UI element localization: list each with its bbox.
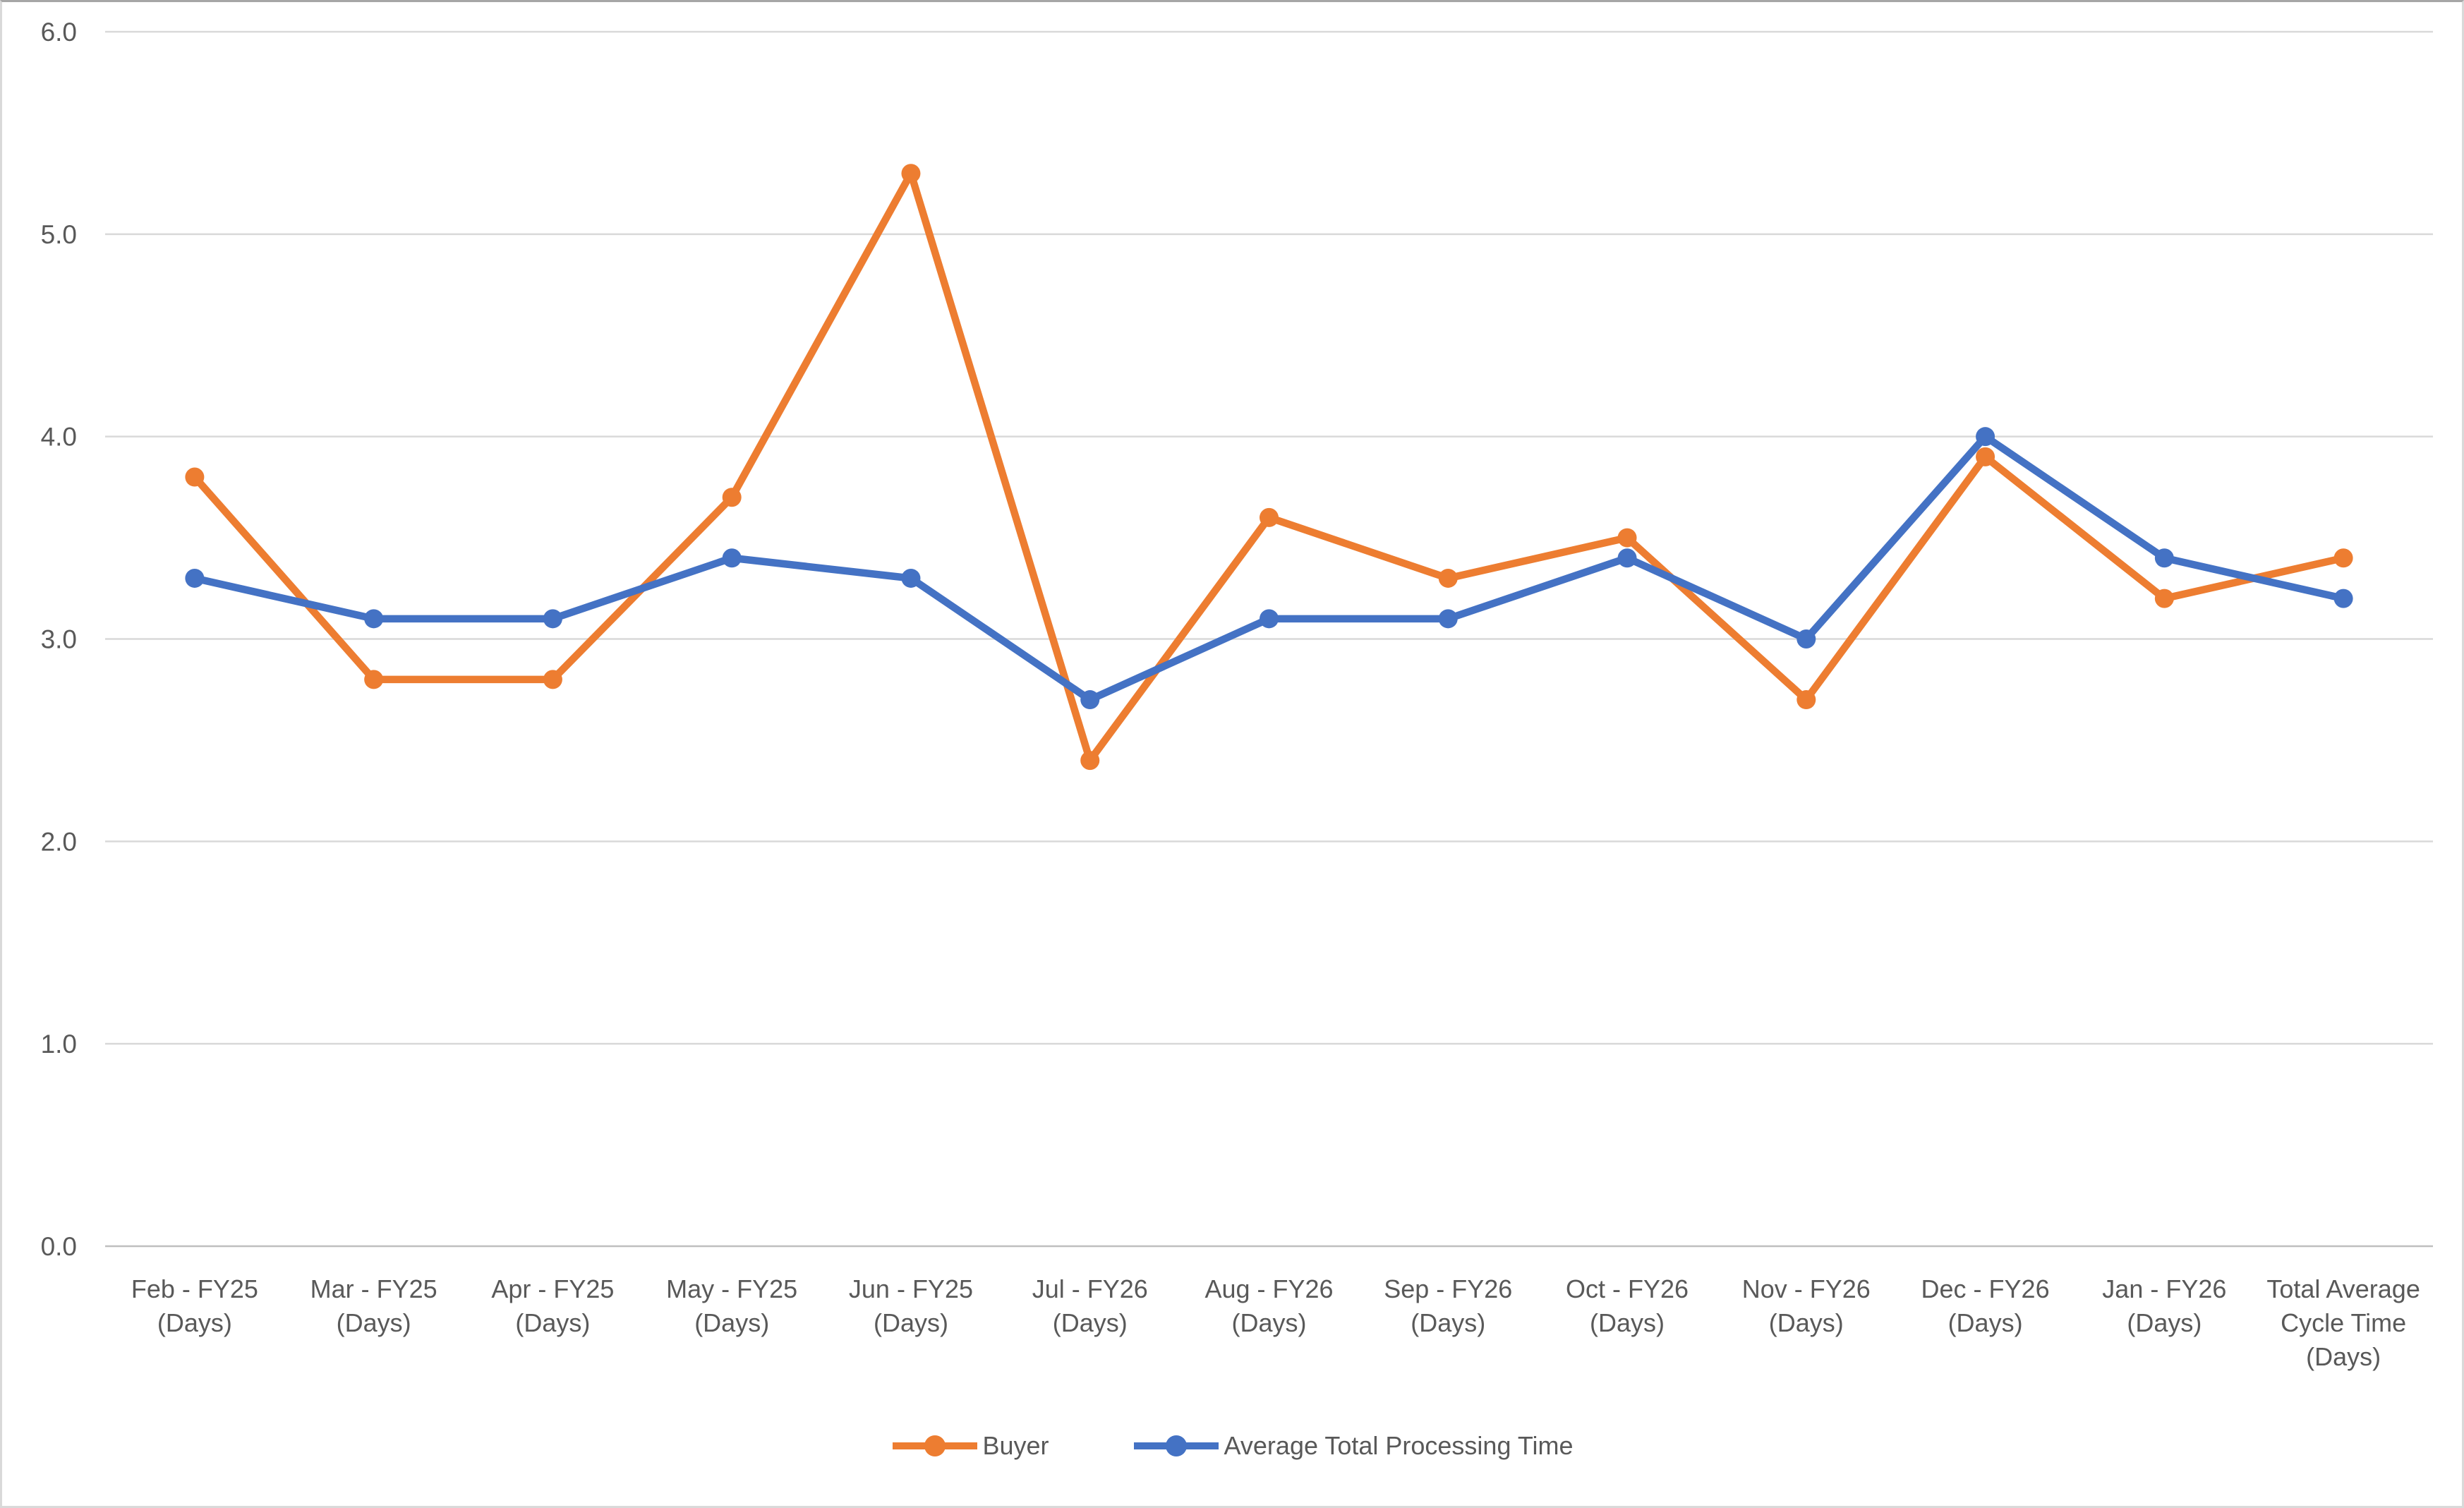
x-axis-category-label: Total Average Cycle Time (Days) <box>2266 1274 2420 1371</box>
data-point-marker <box>1080 751 1100 771</box>
data-point-marker <box>1976 447 1995 466</box>
data-point-marker <box>722 488 742 507</box>
data-point-marker <box>1976 427 1995 447</box>
x-axis-category-label: Apr - FY25 (Days) <box>491 1274 614 1337</box>
data-point-marker <box>1438 609 1458 629</box>
data-point-marker <box>1617 548 1637 568</box>
data-point-marker <box>185 467 205 487</box>
x-axis-category-label: May - FY25 (Days) <box>666 1274 797 1337</box>
x-axis-category-label: Jan - FY26 (Days) <box>2102 1274 2226 1337</box>
legend-item-buyer: Buyer <box>891 1431 1049 1461</box>
data-point-marker <box>2333 548 2353 568</box>
legend-item-average-total-processing-time: Average Total Processing Time <box>1133 1431 1574 1461</box>
data-point-marker <box>1260 507 1279 527</box>
data-point-marker <box>1617 528 1637 548</box>
legend-label-buyer: Buyer <box>982 1431 1049 1460</box>
x-axis-category-label: Mar - FY25 (Days) <box>310 1274 437 1337</box>
data-point-marker <box>2154 589 2174 608</box>
x-axis-category-label: Jul - FY26 (Days) <box>1032 1274 1148 1337</box>
x-axis-category-label: Oct - FY26 (Days) <box>1566 1274 1689 1337</box>
legend-label-average-total-processing-time: Average Total Processing Time <box>1224 1431 1574 1460</box>
y-axis-tick-label: 2.0 <box>41 827 77 856</box>
series-line-buyer <box>191 169 2348 764</box>
data-point-marker <box>901 568 921 588</box>
data-point-marker <box>1796 690 1816 710</box>
x-axis-category-label: Jun - FY25 (Days) <box>849 1274 973 1337</box>
x-axis-category-label: Sep - FY26 (Days) <box>1384 1274 1512 1337</box>
x-axis-category-label: Dec - FY26 (Days) <box>1921 1274 2050 1337</box>
y-axis-tick-label: 0.0 <box>41 1232 77 1261</box>
data-point-marker <box>543 670 562 689</box>
data-point-marker <box>364 670 384 689</box>
y-axis-tick-label: 5.0 <box>41 220 77 249</box>
y-axis-tick-label: 6.0 <box>41 18 77 47</box>
x-axis-category-label: Nov - FY26 (Days) <box>1742 1274 1871 1337</box>
data-point-marker <box>2333 589 2353 608</box>
data-point-marker <box>543 609 562 629</box>
y-axis-tick-label: 3.0 <box>41 625 77 654</box>
data-point-marker <box>1260 609 1279 629</box>
data-point-marker <box>2154 548 2174 568</box>
data-point-marker <box>364 609 384 629</box>
data-point-marker <box>1080 690 1100 710</box>
average-total-processing-time-series-swatch-icon <box>1133 1435 1219 1456</box>
data-point-marker <box>1438 568 1458 588</box>
chart-legend: Buyer Average Total Processing Time <box>2 1431 2462 1461</box>
y-axis-tick-label: 4.0 <box>41 423 77 452</box>
data-point-marker <box>185 568 205 588</box>
data-point-marker <box>1796 629 1816 649</box>
data-point-marker <box>722 548 742 568</box>
x-axis-category-label: Feb - FY25 (Days) <box>131 1274 258 1337</box>
x-axis-category-label: Aug - FY26 (Days) <box>1204 1274 1333 1337</box>
series-line-average-total-processing-time <box>191 433 2348 704</box>
y-axis-tick-label: 1.0 <box>41 1030 77 1058</box>
buyer-series-swatch-icon <box>892 1435 977 1456</box>
data-point-marker <box>901 164 921 183</box>
